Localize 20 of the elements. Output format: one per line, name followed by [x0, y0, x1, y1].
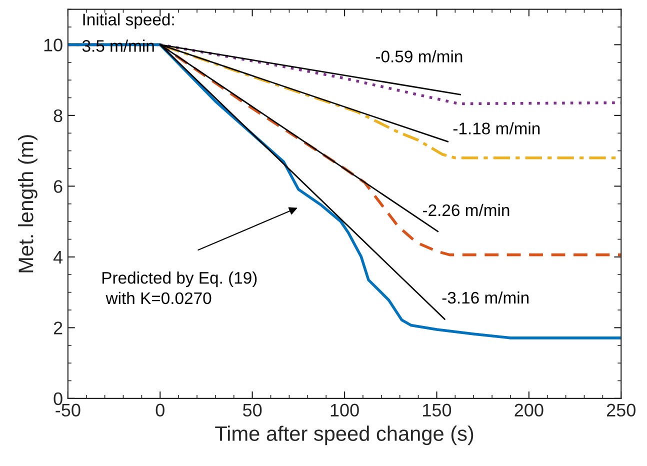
x-tick-label: 100 — [330, 404, 359, 417]
x-axis-title: Time after speed change (s) — [215, 426, 474, 446]
y-tick-label: 6 — [54, 180, 62, 193]
y-axis-title: Met. length (m) — [18, 135, 38, 272]
x-tick-label: 250 — [606, 404, 636, 417]
y-tick-label: 2 — [54, 322, 62, 334]
annotation: -3.16 m/min — [442, 291, 529, 304]
y-tick-label: 0 — [54, 392, 62, 406]
y-tick-label: 10 — [44, 38, 62, 52]
x-tick-label: 200 — [514, 404, 544, 417]
y-tick-label: 8 — [54, 109, 62, 122]
annotation: -0.59 m/min — [376, 50, 462, 62]
annotation: Predicted by Eq. (19) with K=0.0270 — [102, 272, 257, 304]
annotation: -1.18 m/min — [453, 122, 540, 134]
annotation: -2.26 m/min — [422, 204, 510, 216]
x-tick-label: 150 — [423, 404, 452, 417]
x-tick-label: 50 — [243, 404, 262, 417]
x-tick-label: 0 — [156, 404, 164, 417]
y-tick-label: 4 — [53, 251, 63, 264]
x-tick-label: -50 — [56, 404, 80, 417]
